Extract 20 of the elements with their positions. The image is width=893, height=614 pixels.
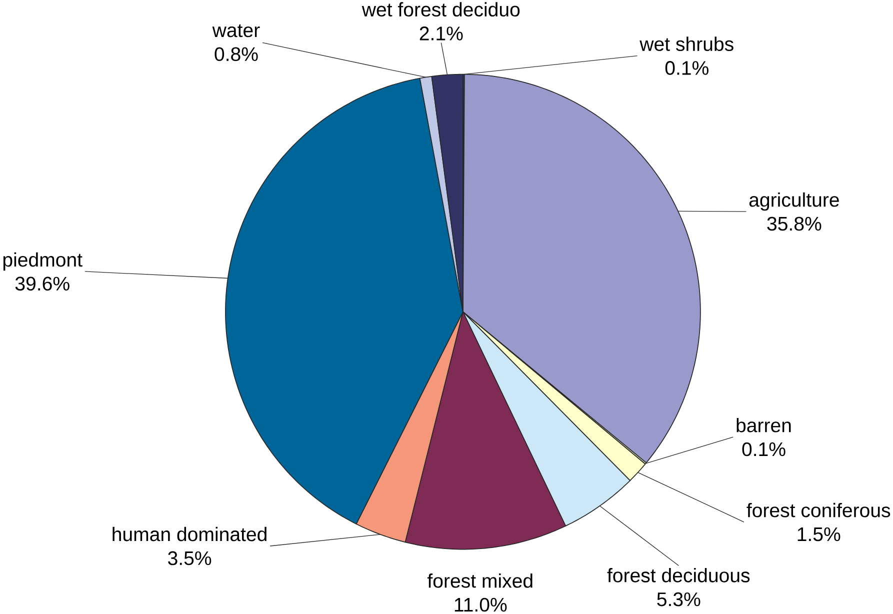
slice-label: forest deciduous: [607, 568, 750, 582]
slice-label: forest mixed: [427, 574, 532, 588]
slice-label: wet shrubs: [640, 36, 734, 52]
slice-label: wet forest deciduo: [362, 2, 520, 17]
slice-label: forest coniferous: [746, 502, 890, 518]
data-label: 3.5%: [168, 551, 212, 566]
data-label: 0.1%: [665, 61, 708, 75]
data-label: 0.1%: [742, 442, 786, 456]
data-label: 39.6%: [15, 276, 70, 291]
data-label: 11.0%: [454, 598, 507, 612]
data-label: 35.8%: [767, 216, 822, 231]
data-label: 2.1%: [420, 26, 463, 40]
data-label: 0.8%: [214, 47, 258, 62]
data-label: 5.3%: [657, 592, 700, 606]
data-label: 1.5%: [798, 527, 840, 542]
slice-label: piedmont: [3, 252, 82, 271]
slice-label: agriculture: [749, 192, 839, 211]
slice-label: human dominated: [112, 526, 266, 542]
slice-label: water: [212, 24, 260, 38]
slice-label: barren: [736, 418, 791, 432]
